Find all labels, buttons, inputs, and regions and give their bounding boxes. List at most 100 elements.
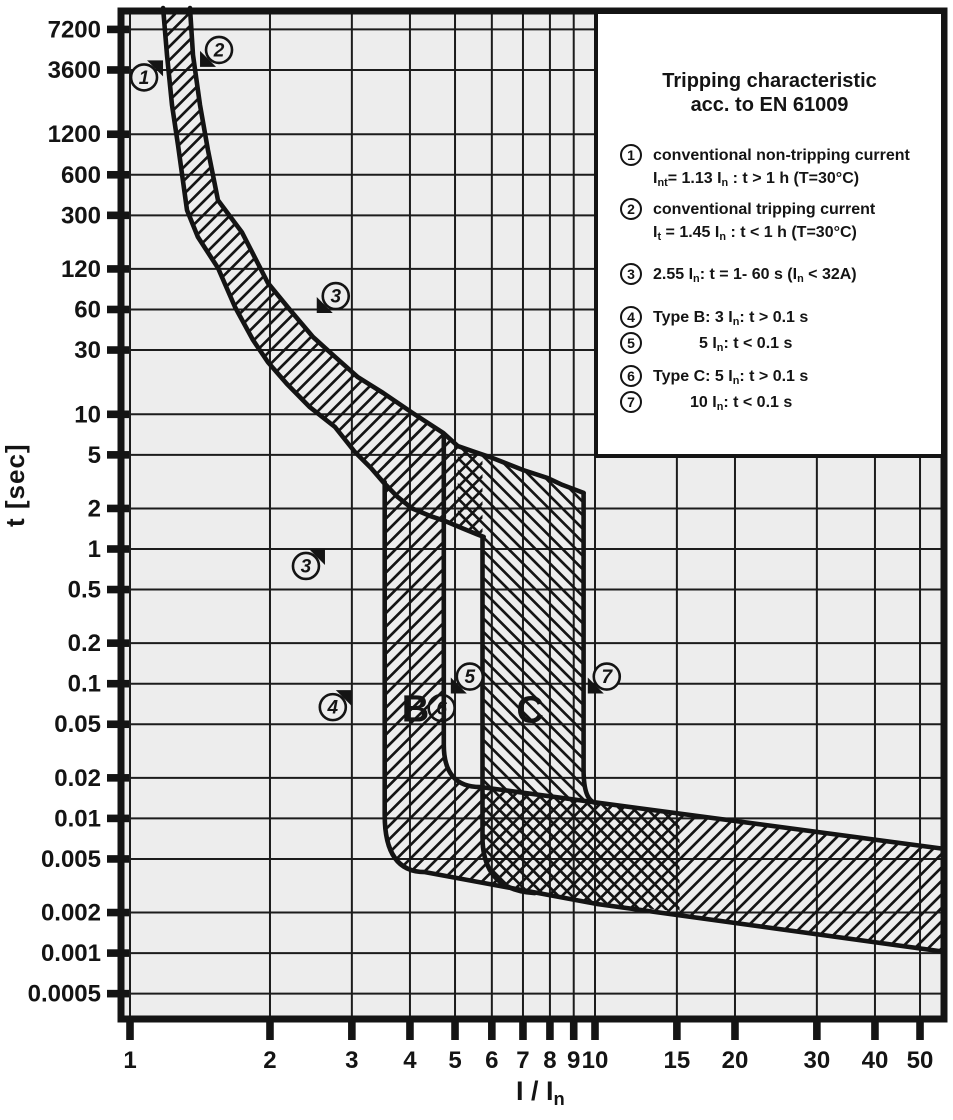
legend-item-line: conventional non-tripping current — [653, 147, 910, 164]
curve-4-type-b-lower — [382, 479, 948, 955]
legend-item: 7 10 In: t < 0.1 s — [620, 391, 792, 419]
x-tick-mark — [266, 1019, 274, 1040]
x-tick-label: 3 — [345, 1047, 358, 1074]
legend-item-line: 5 In: t < 0.1 s — [699, 335, 793, 355]
x-tick-label: 5 — [448, 1047, 461, 1074]
legend-item-line: 2.55 In: t = 1- 60 s (In < 32A) — [653, 266, 857, 286]
y-axis-ticks: 7200 3600 1200 600 300 120 60 30 10 5 2 1 0.5 0.2 0.1 0… — [28, 16, 129, 1008]
curve-6-type-c-lower — [480, 534, 537, 896]
x-tick-label: 9 — [567, 1047, 580, 1074]
y-tick-label: 0.02 — [54, 765, 101, 792]
legend-item-text: 2.55 In: t = 1- 60 s (In < 32A) — [653, 263, 857, 291]
marker-number: 3 — [330, 287, 341, 308]
plot-border — [117, 7, 948, 1023]
subscript: n — [732, 316, 740, 329]
subscript: t — [657, 231, 662, 244]
legend-item-number: 7 — [620, 391, 642, 413]
subscript: n — [716, 401, 724, 414]
x-tick-label: 10 — [582, 1047, 609, 1074]
legend-item: 5 5 In: t < 0.1 s — [620, 332, 792, 360]
legend-item-line: 10 In: t < 0.1 s — [690, 394, 793, 414]
subscript: n — [553, 1088, 565, 1110]
x-tick-label: 7 — [516, 1047, 529, 1074]
x-tick-mark — [488, 1019, 496, 1040]
y-tick-label: 300 — [61, 202, 101, 229]
y-tick-label: 0.1 — [68, 671, 101, 698]
x-tick-mark — [871, 1019, 879, 1040]
subscript: n — [716, 342, 724, 355]
marker-circle — [291, 551, 321, 581]
y-tick-mark — [107, 346, 129, 354]
y-tick-mark — [107, 451, 129, 459]
marker-number: 1 — [139, 68, 150, 89]
legend-item-line: conventional tripping current — [653, 201, 876, 218]
subscript: n — [719, 231, 726, 244]
x-tick-label: 8 — [543, 1047, 556, 1074]
legend-item-line: It = 1.45 In : t < 1 h (T=30°C) — [653, 224, 857, 244]
marker-number: 6 — [436, 699, 447, 720]
marker-circle — [427, 693, 456, 723]
legend-item-text: conventional tripping current It = 1.45 I… — [653, 198, 875, 249]
legend-item-line: Type C: 5 In: t > 0.1 s — [653, 368, 809, 388]
y-tick-mark — [107, 211, 129, 220]
legend-item-number: 2 — [620, 198, 642, 220]
legend-item-number: 4 — [620, 306, 642, 328]
x-tick-mark — [591, 1019, 599, 1040]
x-tick-label: 30 — [804, 1047, 831, 1074]
legend-item: 6 Type C: 5 In: t > 0.1 s — [620, 365, 808, 393]
marker-circle — [455, 662, 485, 691]
y-tick-mark — [107, 720, 129, 729]
legend-title-line1: Tripping characteristic — [662, 70, 877, 92]
curve-7-type-c-instant — [581, 490, 601, 806]
x-tick-mark — [126, 1019, 134, 1040]
legend-title-line2: acc. to EN 61009 — [690, 94, 849, 116]
y-tick-label: 2 — [88, 495, 101, 522]
x-tick-mark — [519, 1019, 527, 1040]
legend-item-text: 10 In: t < 0.1 s — [653, 391, 792, 419]
band-outlines — [160, 5, 948, 955]
legend-item-text: Type B: 3 In: t > 0.1 s — [653, 306, 808, 334]
legend-item: 1 conventional non-tripping current Int= 1… — [620, 144, 910, 195]
x-tick-label: 40 — [862, 1047, 889, 1074]
marker-circle — [321, 281, 351, 311]
y-tick-mark — [107, 679, 129, 688]
x-tick-mark — [406, 1019, 414, 1040]
legend-item-number: 3 — [620, 263, 642, 285]
legend-item: 2 conventional tripping current It = 1.45 … — [620, 198, 875, 249]
x-axis-ticks: 1 2 3 4 5 6 7 8 9 10 15 20 30 40 50 — [123, 1019, 933, 1074]
legend-box: Tripping characteristic acc. to EN 61009… — [594, 10, 945, 458]
y-tick-mark — [107, 639, 129, 647]
y-tick-label: 1 — [88, 536, 101, 563]
y-tick-label: 0.002 — [41, 900, 101, 927]
marker-circle — [129, 63, 159, 92]
subscript: n — [732, 375, 740, 388]
legend-item-number: 6 — [620, 365, 642, 387]
x-tick-label: 6 — [485, 1047, 498, 1074]
legend-item-number: 5 — [620, 332, 642, 354]
y-tick-label: 0.01 — [54, 805, 101, 832]
y-tick-mark — [107, 908, 129, 917]
marker-flag-icon — [200, 50, 217, 67]
marker-number: 7 — [601, 667, 613, 688]
curve-1-non-tripping — [160, 5, 486, 540]
type-c-band-fill — [457, 446, 680, 912]
subscript: n — [797, 273, 804, 286]
y-tick-label: 5 — [88, 442, 101, 469]
band-letter-c: C — [516, 689, 543, 731]
x-axis-title: I / In — [516, 1076, 565, 1110]
x-tick-label: 1 — [123, 1047, 136, 1074]
legend-item-line: Type B: 3 In: t > 0.1 s — [653, 309, 809, 329]
curve-marker-3: 3 — [316, 281, 351, 314]
curve-marker-5: 5 — [450, 662, 485, 694]
y-tick-label: 0.5 — [68, 577, 101, 604]
x-tick-mark — [673, 1019, 681, 1040]
y-tick-mark — [107, 855, 129, 863]
curve-5-type-b-instant — [441, 433, 948, 852]
y-tick-label: 30 — [74, 337, 101, 364]
y-tick-mark — [107, 814, 129, 823]
x-tick-label: 2 — [263, 1047, 276, 1074]
thermal-band-fill — [163, 8, 484, 537]
y-tick-mark — [107, 170, 129, 179]
marker-number: 4 — [327, 698, 339, 719]
